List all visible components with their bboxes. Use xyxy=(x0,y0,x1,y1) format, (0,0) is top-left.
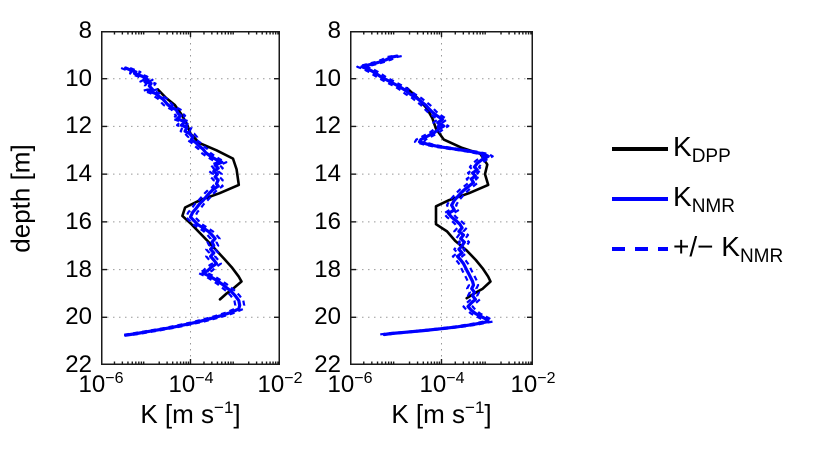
blue-solid-line-icon xyxy=(612,197,668,201)
y-axis-label: depth [m] xyxy=(4,31,38,365)
ytick-right-20: 20 xyxy=(314,303,341,330)
x-axis-label-left: K [m s−1] xyxy=(140,398,241,429)
left-subplot xyxy=(101,31,280,365)
ytick-left-12: 12 xyxy=(65,112,92,139)
legend-item-kdpp: KDPP xyxy=(612,124,783,174)
ytick-left-22: 22 xyxy=(65,351,92,378)
ytick-right-8: 8 xyxy=(327,17,341,44)
xtick-right-1e-6: 10−6 xyxy=(327,370,373,398)
legend-label-kdpp: K xyxy=(673,130,692,162)
legend-label-knmr: K xyxy=(673,180,692,212)
xtick-right-1e-4: 10−4 xyxy=(419,370,465,398)
ytick-right-14: 14 xyxy=(314,160,341,187)
x-axis-label-right: K [m s−1] xyxy=(391,398,492,429)
ytick-right-12: 12 xyxy=(314,112,341,139)
ytick-right-10: 10 xyxy=(314,65,341,92)
right-subplot xyxy=(350,31,533,365)
legend-item-knmr: KNMR xyxy=(612,174,783,224)
ytick-left-14: 14 xyxy=(65,160,92,187)
ytick-right-18: 18 xyxy=(314,256,341,283)
blue-dashed-line-icon xyxy=(612,247,668,251)
legend-label-pm-knmr: +/− K xyxy=(673,230,740,262)
black-solid-line-icon xyxy=(612,147,668,151)
xtick-left-1e-4: 10−4 xyxy=(168,370,214,398)
ytick-left-8: 8 xyxy=(78,17,92,44)
y-axis-label-text: depth [m] xyxy=(5,143,36,253)
xtick-right-1e-2: 10−2 xyxy=(510,370,556,398)
ytick-left-16: 16 xyxy=(65,208,92,235)
ytick-right-16: 16 xyxy=(314,208,341,235)
xtick-left-1e-2: 10−2 xyxy=(257,370,303,398)
ytick-left-20: 20 xyxy=(65,303,92,330)
legend: KDPP KNMR +/− KNMR xyxy=(612,124,783,274)
legend-item-pm-knmr: +/− KNMR xyxy=(612,224,783,274)
ytick-left-10: 10 xyxy=(65,65,92,92)
ytick-right-22: 22 xyxy=(314,351,341,378)
ytick-left-18: 18 xyxy=(65,256,92,283)
xtick-left-1e-6: 10−6 xyxy=(78,370,124,398)
